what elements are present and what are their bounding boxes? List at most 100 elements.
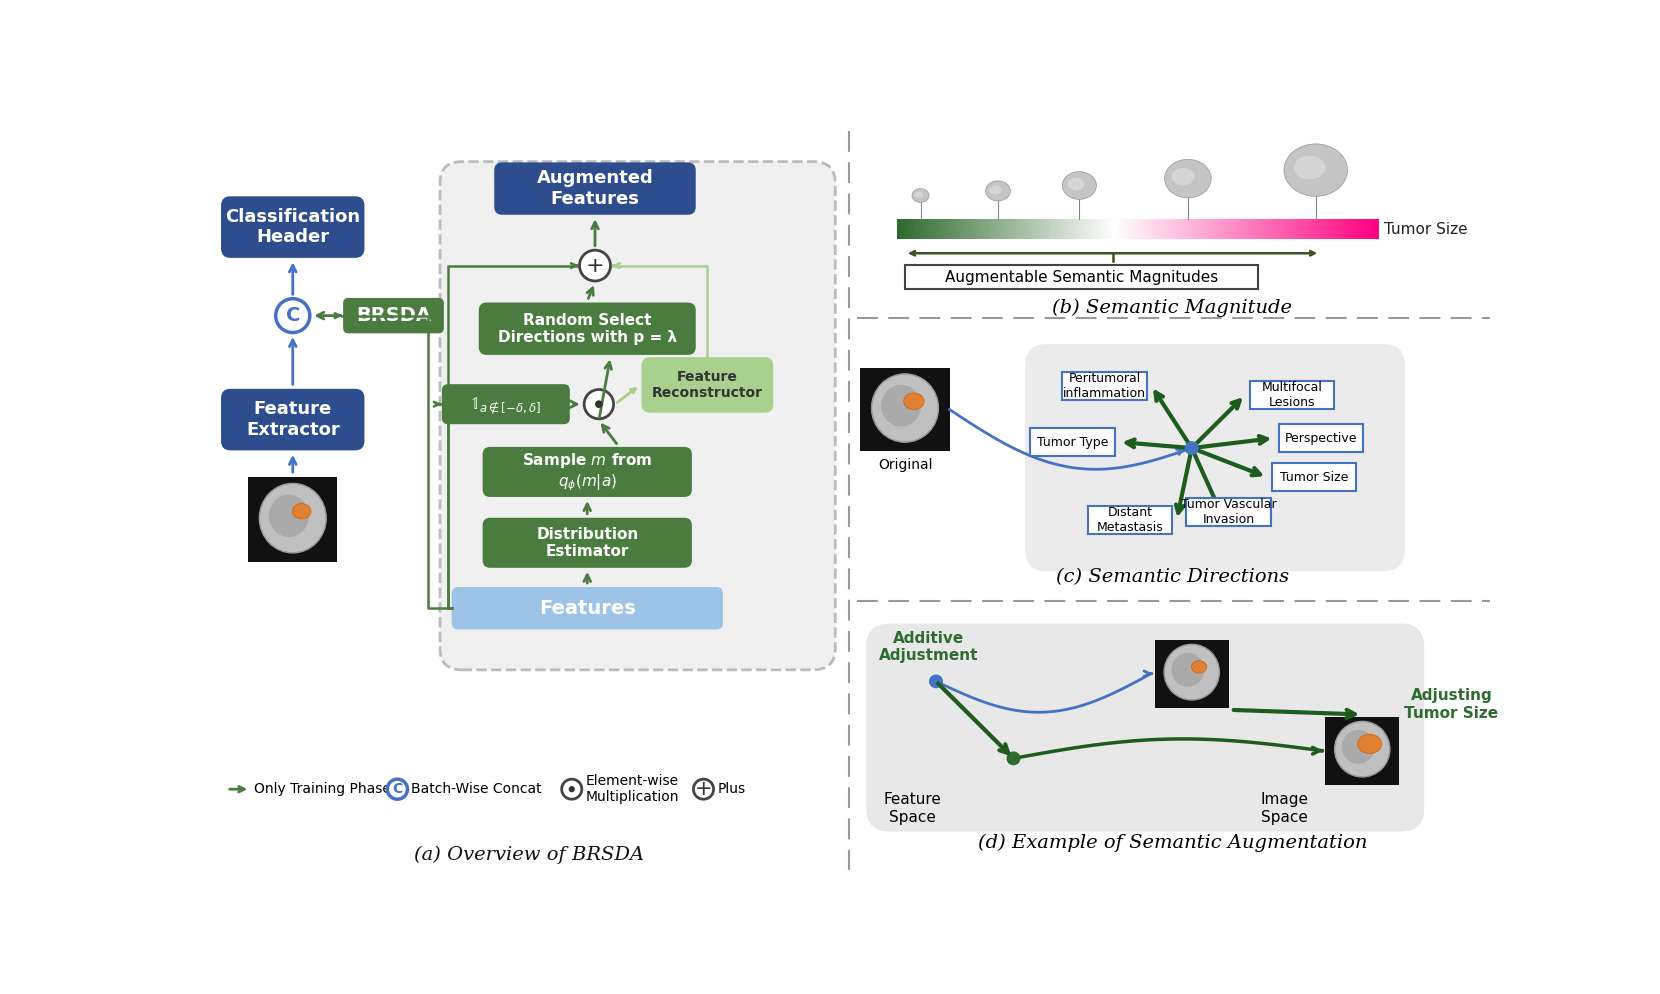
Bar bbox=[945, 220, 950, 240]
Bar bbox=[1167, 220, 1170, 240]
Ellipse shape bbox=[1293, 156, 1325, 179]
Bar bbox=[901, 220, 906, 240]
Bar bbox=[1218, 220, 1223, 240]
Text: Feature
Extractor: Feature Extractor bbox=[246, 401, 340, 439]
Circle shape bbox=[930, 675, 943, 688]
Bar bbox=[1169, 220, 1172, 240]
Ellipse shape bbox=[989, 186, 1001, 195]
Bar bbox=[1288, 220, 1293, 240]
FancyBboxPatch shape bbox=[1272, 463, 1356, 491]
Ellipse shape bbox=[986, 181, 1011, 201]
Bar bbox=[1345, 220, 1348, 240]
Bar bbox=[1162, 220, 1165, 240]
Ellipse shape bbox=[1164, 644, 1220, 700]
Bar bbox=[905, 220, 908, 240]
Bar bbox=[1358, 220, 1363, 240]
Bar bbox=[1044, 220, 1047, 240]
Bar bbox=[993, 220, 998, 240]
Text: (a) Overview of BRSDA: (a) Overview of BRSDA bbox=[413, 846, 644, 864]
Bar bbox=[1097, 220, 1101, 240]
Bar bbox=[1207, 220, 1210, 240]
Bar bbox=[1303, 220, 1306, 240]
Bar bbox=[1109, 220, 1112, 240]
Bar bbox=[906, 220, 910, 240]
Bar bbox=[1149, 220, 1154, 240]
Bar bbox=[1245, 220, 1250, 240]
Bar bbox=[1195, 220, 1199, 240]
Bar bbox=[1335, 220, 1338, 240]
FancyBboxPatch shape bbox=[483, 518, 692, 568]
Text: Only Training Phase: Only Training Phase bbox=[254, 782, 390, 796]
Bar bbox=[1185, 220, 1189, 240]
Bar bbox=[1049, 220, 1052, 240]
Bar bbox=[1142, 220, 1145, 240]
Ellipse shape bbox=[881, 385, 921, 426]
Bar bbox=[1054, 220, 1057, 240]
Bar bbox=[1014, 220, 1019, 240]
FancyBboxPatch shape bbox=[1031, 428, 1114, 456]
Text: Tumor Size: Tumor Size bbox=[1280, 471, 1348, 484]
Bar bbox=[954, 220, 958, 240]
FancyBboxPatch shape bbox=[442, 384, 569, 424]
Bar bbox=[1233, 220, 1237, 240]
Circle shape bbox=[694, 779, 714, 799]
Bar bbox=[1154, 220, 1159, 240]
Bar bbox=[1301, 220, 1305, 240]
Bar bbox=[1145, 220, 1149, 240]
FancyBboxPatch shape bbox=[344, 298, 443, 333]
Bar bbox=[1116, 220, 1119, 240]
Bar bbox=[1212, 220, 1215, 240]
Bar bbox=[1077, 220, 1081, 240]
Text: BRSDA: BRSDA bbox=[355, 306, 432, 325]
FancyBboxPatch shape bbox=[1187, 498, 1270, 526]
Bar bbox=[900, 220, 903, 240]
Text: Feature
Reconstructor: Feature Reconstructor bbox=[652, 370, 764, 400]
Bar bbox=[1258, 220, 1262, 240]
Bar bbox=[1135, 220, 1139, 240]
Ellipse shape bbox=[1165, 159, 1212, 198]
Bar bbox=[1033, 220, 1036, 240]
Bar bbox=[1356, 220, 1360, 240]
FancyBboxPatch shape bbox=[1062, 372, 1147, 400]
Circle shape bbox=[387, 779, 407, 799]
Bar bbox=[1296, 220, 1300, 240]
Bar bbox=[1350, 220, 1353, 240]
Text: Random Select
Directions with p = λ: Random Select Directions with p = λ bbox=[498, 312, 677, 345]
Bar bbox=[1286, 220, 1290, 240]
Bar bbox=[1285, 220, 1288, 240]
Bar bbox=[1373, 220, 1376, 240]
Bar bbox=[1202, 220, 1205, 240]
Bar bbox=[948, 220, 951, 240]
Bar bbox=[1315, 220, 1318, 240]
Bar bbox=[1320, 220, 1323, 240]
Bar bbox=[915, 220, 918, 240]
Circle shape bbox=[1006, 751, 1021, 765]
Bar bbox=[1272, 220, 1275, 240]
Bar bbox=[1277, 220, 1280, 240]
Bar bbox=[966, 220, 971, 240]
FancyBboxPatch shape bbox=[1026, 344, 1404, 572]
Text: Plus: Plus bbox=[717, 782, 745, 796]
FancyBboxPatch shape bbox=[440, 162, 835, 670]
Bar bbox=[1275, 220, 1278, 240]
Bar bbox=[1308, 220, 1311, 240]
Text: Tumor Type: Tumor Type bbox=[1036, 435, 1107, 448]
Ellipse shape bbox=[1172, 653, 1205, 687]
Bar bbox=[953, 220, 956, 240]
Bar bbox=[1029, 220, 1033, 240]
Bar bbox=[1318, 220, 1321, 240]
Bar bbox=[916, 220, 920, 240]
FancyBboxPatch shape bbox=[1087, 506, 1172, 534]
Bar bbox=[933, 220, 936, 240]
Bar bbox=[1210, 220, 1213, 240]
Bar bbox=[1094, 220, 1097, 240]
Bar bbox=[1092, 220, 1096, 240]
Bar bbox=[1313, 220, 1316, 240]
Bar bbox=[911, 220, 915, 240]
Bar bbox=[1293, 220, 1296, 240]
Bar bbox=[1280, 220, 1283, 240]
Bar bbox=[1172, 220, 1175, 240]
Bar bbox=[1331, 220, 1336, 240]
Circle shape bbox=[569, 786, 574, 792]
Bar bbox=[1001, 220, 1004, 240]
